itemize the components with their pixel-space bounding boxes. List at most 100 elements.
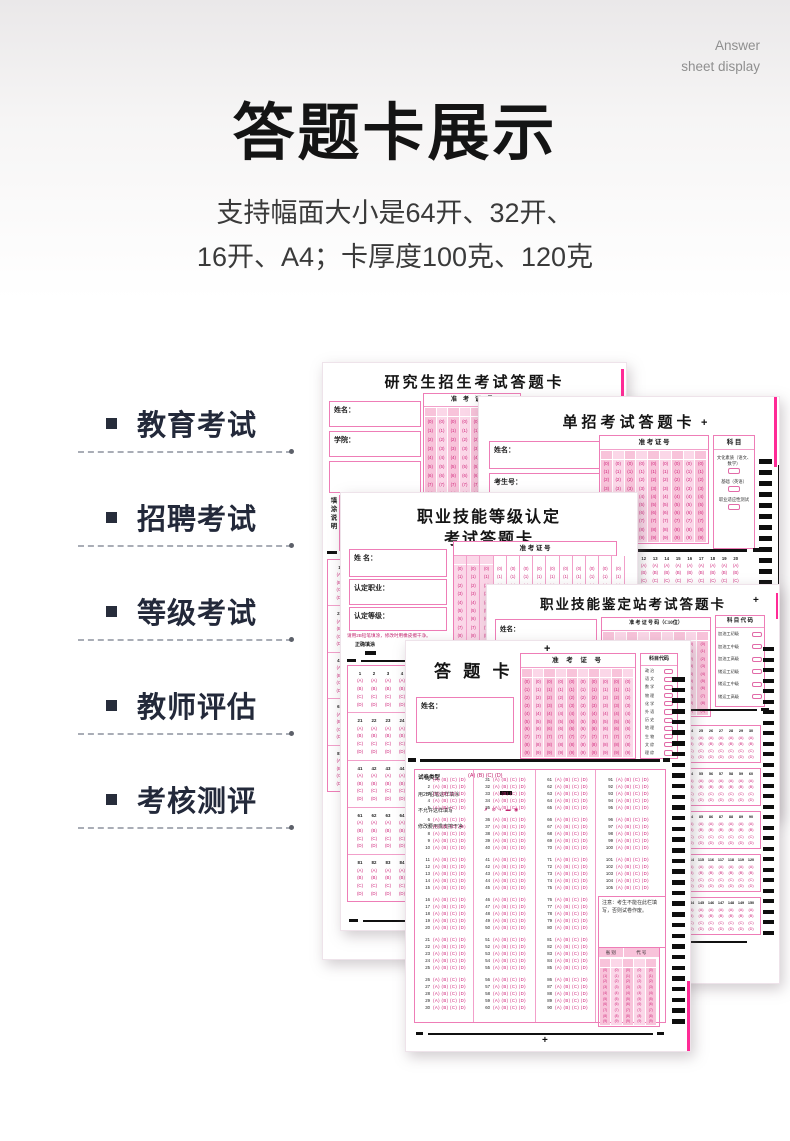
- question-row: 31 (A) (B) (C) (D): [485, 777, 526, 782]
- question-row: 42 (A) (B) (C) (D): [485, 864, 526, 869]
- notice-text: 注意：考生不能在此栏填写，否则试卷作废。: [602, 900, 658, 914]
- timing-mark: [672, 986, 685, 992]
- timing-mark: [759, 459, 772, 464]
- question-row: 25 (A) (B) (C) (D): [425, 965, 466, 970]
- timing-mark: [763, 920, 774, 924]
- subject-item: 储运工初级: [716, 666, 764, 679]
- sheet-title-line1: 职业技能等级认定: [416, 509, 561, 526]
- subject-item: 语 文: [643, 675, 675, 683]
- timing-mark: [763, 773, 774, 777]
- question-row: 64 (A) (B) (C) (D): [547, 798, 588, 803]
- question-column: 61 (A) (B) (C) (D) 62 (A) (B) (C) (D) 63 (A) …: [540, 776, 594, 1016]
- question-column: 91 (A) (B) (C) (D) 92 (A) (B) (C) (D) 93 (A) …: [601, 776, 655, 896]
- question-row: 26 (A) (B) (C) (D): [425, 977, 466, 982]
- timing-mark: [763, 720, 774, 725]
- fill-bubble: [752, 631, 762, 637]
- timing-mark: [763, 825, 774, 830]
- timing-mark: [672, 890, 685, 896]
- question-row: 59 (A) (B) (C) (D): [485, 998, 526, 1003]
- subject-item: 化 学: [643, 700, 675, 708]
- question-row: 80 (A) (B) (C) (D): [547, 925, 588, 930]
- category-menu: 教育考试 招聘考试 等级考试 教师评估 考核测评: [78, 404, 294, 874]
- question-row: 46 (A) (B) (C) (D): [485, 897, 526, 902]
- subject-item: 储运工高级: [716, 691, 764, 704]
- wrong-note: 不允许这样填写: [418, 808, 454, 814]
- timing-mark: [672, 1019, 685, 1024]
- subject-list: 加油工初级 加油工中级 加油工高级 储运工初级 储运工中级 储运工高级: [716, 628, 764, 703]
- timing-mark: [763, 657, 774, 662]
- fill-bubble: [664, 734, 673, 740]
- question-row: 38 (A) (B) (C) (D): [485, 831, 526, 836]
- question-row: 90 (A) (B) (C) (D): [547, 1005, 588, 1010]
- name-label: 姓 名：: [354, 555, 377, 562]
- timing-marks: [672, 677, 685, 1030]
- timing-mark: [763, 899, 774, 903]
- timing-mark: [672, 677, 685, 682]
- sheet-title: 职业技能鉴定站考试答题卡: [540, 597, 726, 612]
- bullet-icon: [106, 699, 117, 711]
- timing-mark: [759, 580, 772, 585]
- question-row: 45 (A) (B) (C) (D): [485, 885, 526, 890]
- timing-mark: [759, 525, 772, 530]
- timing-mark: [763, 731, 774, 735]
- registration-mark: +: [701, 417, 708, 429]
- sync-bar: [327, 551, 337, 554]
- timing-mark: [763, 836, 774, 840]
- question-row: 56 (A) (B) (C) (D): [485, 977, 526, 982]
- question-row: 69 (A) (B) (C) (D): [547, 838, 588, 843]
- question-row: 57 (A) (B) (C) (D): [485, 984, 526, 989]
- digit-grid: (0)(1)(2)(3)(4)(5)(6)(7)(8)(9)(0)(1)(2)(…: [521, 668, 635, 758]
- question-row: 6 (A) (B) (C) (D): [427, 817, 466, 822]
- sync-bar: [663, 758, 670, 762]
- sheet-title: 研究生招生考试答题卡: [384, 375, 565, 391]
- subject-code-box: 科 目 代 码 加油工初级 加油工中级 加油工高级 储运工初级 储运工中级 储运工高级: [715, 615, 765, 707]
- dashed-separator: [78, 825, 294, 830]
- timing-mark: [763, 867, 774, 872]
- timing-mark: [672, 944, 685, 949]
- timing-mark: [763, 668, 774, 672]
- question-row: 50 (A) (B) (C) (D): [485, 925, 526, 930]
- wrong-fill-marks: ✗ ⊘ ◐ ▬ ◉: [484, 807, 520, 813]
- timing-mark: [672, 751, 685, 757]
- bullet-icon: [106, 417, 117, 429]
- question-row: 74 (A) (B) (C) (D): [547, 878, 588, 883]
- menu-item: 教育考试: [78, 404, 294, 498]
- correct-fill-mark: [365, 651, 376, 655]
- question-row: 16 (A) (B) (C) (D): [425, 897, 466, 902]
- question-row: 7 (A) (B) (C) (D): [427, 824, 466, 829]
- question-row: 65 (A) (B) (C) (D): [547, 805, 588, 810]
- timing-mark: [672, 815, 685, 821]
- question-row: 51 (A) (B) (C) (D): [485, 937, 526, 942]
- timing-mark: [763, 846, 774, 851]
- question-column: 31 (A) (B) (C) (D) 32 (A) (B) (C) (D) 33 (A) …: [478, 776, 532, 1016]
- subject-item: 基础（英语）: [716, 479, 752, 492]
- sync-bar: [657, 1032, 664, 1035]
- subject-item: 地 理: [643, 724, 675, 732]
- timing-mark: [672, 687, 685, 693]
- timing-mark: [763, 857, 774, 861]
- timing-mark: [763, 741, 774, 746]
- question-row: 17 (A) (B) (C) (D): [425, 904, 466, 909]
- blank-field: [329, 461, 421, 493]
- timing-mark: [759, 503, 772, 508]
- divider-line: [428, 1033, 653, 1035]
- fill-bubble: [664, 684, 673, 691]
- question-row: 91 (A) (B) (C) (D): [608, 777, 649, 782]
- subject-list: 政 治语 文数 学物 理化 学外 语历 史地 理生 物文 综理 综: [641, 666, 677, 758]
- question-row: 21 (A) (B) (C) (D): [425, 937, 466, 942]
- timing-mark: [672, 709, 685, 714]
- timing-mark: [672, 933, 685, 938]
- timing-mark: [763, 689, 774, 693]
- question-row: 55 (A) (B) (C) (D): [485, 965, 526, 970]
- timing-mark: [672, 997, 685, 1003]
- timing-mark: [763, 762, 774, 767]
- name-label: 姓名：: [334, 407, 355, 414]
- subject-code-box: 科目代码 政 治语 文数 学物 理化 学外 语历 史地 理生 物文 综理 综: [640, 653, 678, 759]
- timing-mark: [759, 569, 772, 574]
- level-label: 认定等级：: [354, 613, 389, 620]
- bullet-icon: [106, 793, 117, 805]
- timing-mark: [759, 547, 772, 552]
- question-row: 95 (A) (B) (C) (D): [608, 805, 649, 810]
- subtitle-line2: 16开、A4；卡厚度100克、120克: [196, 241, 594, 272]
- code-header-left: 省 别: [599, 948, 624, 957]
